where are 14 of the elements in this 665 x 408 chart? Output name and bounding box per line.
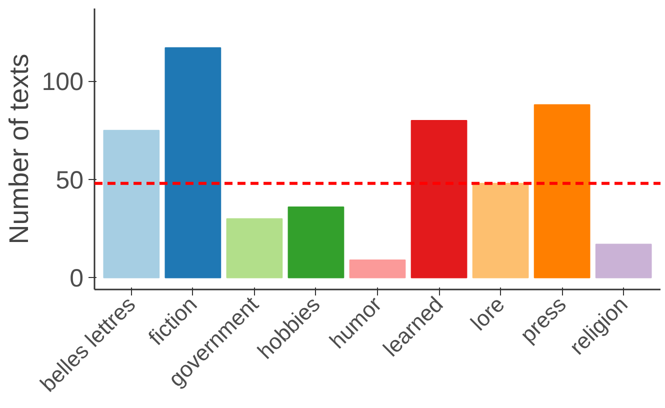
- y-axis-title: Number of texts: [4, 54, 34, 244]
- bar: [288, 206, 344, 278]
- y-tick-label: 100: [42, 68, 84, 96]
- y-tick-label: 50: [56, 166, 84, 194]
- bar: [164, 47, 222, 278]
- bar: [410, 120, 468, 278]
- bar: [103, 130, 160, 278]
- bar: [349, 260, 406, 278]
- x-tick-label: lore: [466, 292, 510, 336]
- bar: [595, 244, 652, 278]
- bar: [472, 182, 529, 278]
- bar: [534, 104, 590, 278]
- y-tick-label: 0: [70, 264, 84, 293]
- bar: [226, 218, 283, 278]
